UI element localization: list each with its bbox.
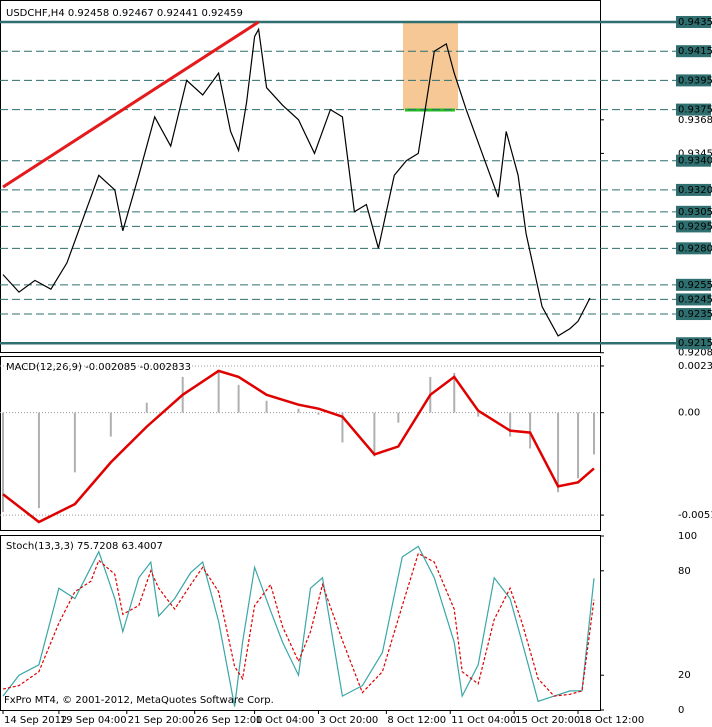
y-tick-label: 100 bbox=[678, 531, 697, 542]
level-label-box bbox=[676, 293, 711, 306]
level-label-box bbox=[676, 220, 711, 233]
stoch-frame bbox=[0, 535, 601, 711]
histogram-bar bbox=[509, 412, 512, 437]
panel-title: USDCHF,H4 0.92458 0.92467 0.92441 0.9245… bbox=[6, 8, 243, 19]
series-line bbox=[2, 552, 595, 697]
level-label: 0.92150 bbox=[678, 338, 712, 349]
x-tick-label: 26 Sep 12:00 bbox=[196, 715, 263, 726]
x-tick-label: 3 Oct 20:00 bbox=[319, 715, 378, 726]
x-tick-label: 21 Sep 20:00 bbox=[128, 715, 195, 726]
histogram-bar bbox=[529, 412, 532, 449]
level-label-box bbox=[676, 278, 711, 291]
histogram-bar bbox=[317, 412, 320, 415]
x-tick-label: 18 Oct 12:00 bbox=[579, 715, 644, 726]
panel-title: Stoch(13,3,3) 75.7208 63.4007 bbox=[6, 541, 163, 552]
histogram-bar bbox=[237, 384, 240, 413]
series-line bbox=[2, 545, 595, 707]
histogram-bar bbox=[73, 412, 76, 473]
y-tick-label: 20 bbox=[678, 670, 691, 681]
y-tick-label: 80 bbox=[678, 566, 691, 577]
level-label-box bbox=[676, 103, 711, 116]
histogram-bar bbox=[2, 412, 4, 513]
histogram-bar bbox=[373, 412, 376, 457]
y-tick-label: 0.00 bbox=[678, 408, 700, 419]
x-tick-label: 1 Oct 04:00 bbox=[256, 715, 315, 726]
level-label-box bbox=[676, 45, 711, 58]
histogram-bar bbox=[577, 412, 580, 479]
main-frame bbox=[0, 0, 601, 353]
histogram-bar bbox=[453, 372, 456, 413]
histogram-bar bbox=[37, 412, 40, 509]
panel-title: MACD(12,26,9) -0.002085 -0.002833 bbox=[6, 362, 191, 373]
x-tick-label: 11 Oct 04:00 bbox=[451, 715, 516, 726]
histogram-bar bbox=[217, 370, 220, 413]
histogram-bar bbox=[341, 412, 344, 443]
level-label-box bbox=[676, 183, 711, 196]
histogram-bar bbox=[297, 408, 300, 413]
level-label-box bbox=[676, 242, 711, 255]
level-label-box bbox=[676, 337, 711, 350]
level-label-box bbox=[676, 15, 711, 28]
x-tick-label: 14 Sep 2012 bbox=[4, 715, 67, 726]
level-label-box bbox=[676, 74, 711, 87]
histogram-bar bbox=[109, 412, 112, 437]
footer: FxPro MT4, © 2001-2012, MetaQuotes Softw… bbox=[4, 695, 274, 706]
macd-frame bbox=[0, 356, 601, 531]
series-line bbox=[2, 369, 595, 524]
y-tick-label: -0.00515 bbox=[678, 510, 712, 521]
trendline bbox=[2, 20, 260, 189]
x-tick-label: 19 Sep 04:00 bbox=[60, 715, 127, 726]
y-tick-label: 0 bbox=[678, 705, 684, 716]
y-tick-label: 0.00235 bbox=[678, 361, 712, 372]
x-tick-label: 15 Oct 20:00 bbox=[515, 715, 580, 726]
series-line bbox=[2, 27, 591, 337]
y-tick-label: 0.92085 bbox=[678, 348, 712, 359]
histogram-bar bbox=[557, 412, 560, 493]
level-label-box bbox=[676, 205, 711, 218]
level-label-box bbox=[676, 154, 711, 167]
level-label-box bbox=[676, 308, 711, 321]
histogram-bar bbox=[145, 402, 148, 413]
histogram-bar bbox=[397, 412, 400, 423]
histogram-bar bbox=[265, 400, 268, 413]
histogram-bar bbox=[477, 412, 480, 417]
highlight-box bbox=[403, 22, 458, 110]
histogram-bar bbox=[593, 412, 596, 455]
x-tick-label: 8 Oct 12:00 bbox=[387, 715, 446, 726]
